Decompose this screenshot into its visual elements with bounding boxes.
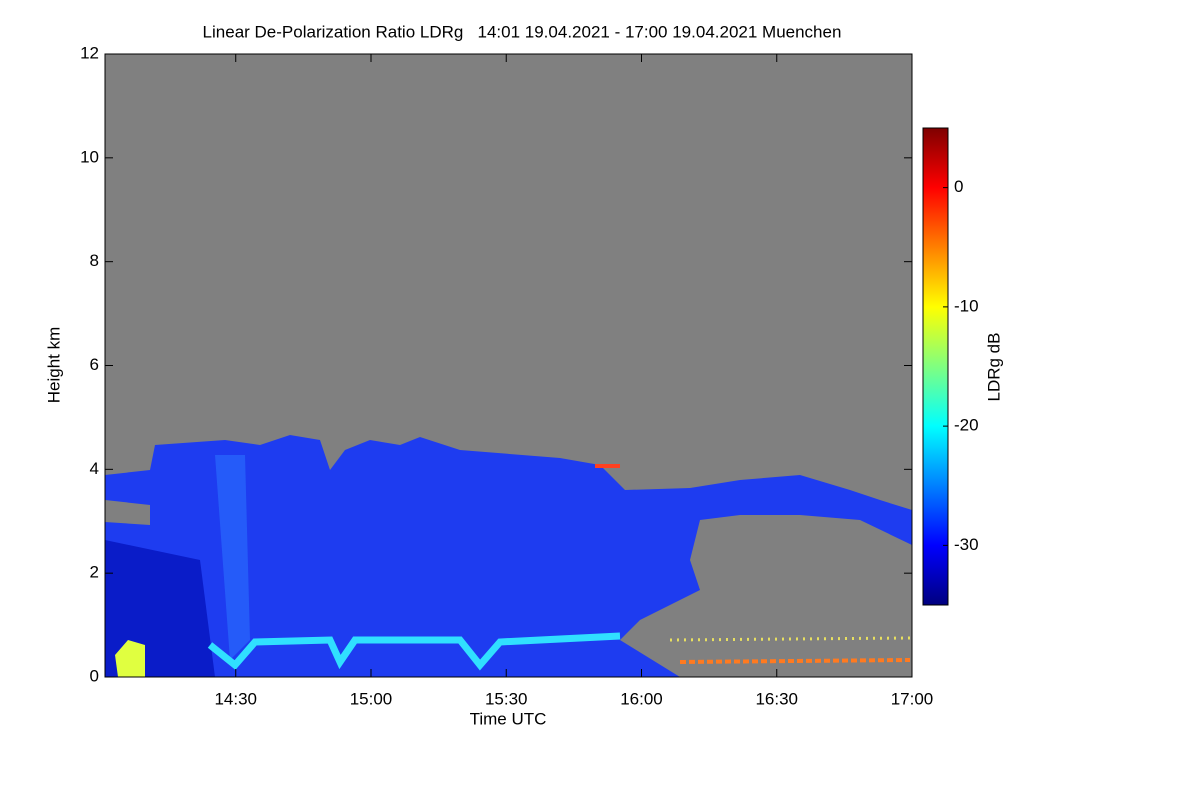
colorbar-label: LDRg dB xyxy=(984,333,1003,402)
x-tick-label: 16:00 xyxy=(620,689,663,708)
fall-streak xyxy=(215,455,250,660)
y-tick-label: 2 xyxy=(90,563,99,582)
gap xyxy=(105,500,150,525)
y-axis-label: Height km xyxy=(44,327,63,404)
colorbar-tick-label: -10 xyxy=(954,296,979,315)
boundary-layer xyxy=(207,632,621,671)
cloud-region xyxy=(105,435,912,677)
colorbar-tick-label: -30 xyxy=(954,535,979,554)
near-ground-speckle xyxy=(679,658,911,664)
x-axis-label: Time UTC xyxy=(470,709,547,728)
x-tick-label: 14:30 xyxy=(214,689,257,708)
y-tick-label: 4 xyxy=(90,459,99,478)
colorbar xyxy=(922,127,949,606)
radar-field xyxy=(105,435,912,677)
colorbar-tick-label: -20 xyxy=(954,416,979,435)
y-tick-label: 12 xyxy=(80,43,99,62)
y-tick-label: 10 xyxy=(80,147,99,166)
low-aerosol xyxy=(115,640,145,677)
y-tick-label: 8 xyxy=(90,251,99,270)
y-tick-label: 0 xyxy=(90,666,99,685)
y-tick-label: 6 xyxy=(90,355,99,374)
colorbar-tick-label: 0 xyxy=(954,177,963,196)
chart-title: Linear De-Polarization Ratio LDRg 14:01 … xyxy=(203,22,842,41)
x-tick-label: 15:30 xyxy=(485,689,528,708)
x-tick-label: 17:00 xyxy=(891,689,934,708)
near-ground-speckle xyxy=(669,636,911,642)
x-tick-label: 16:30 xyxy=(755,689,798,708)
x-tick-label: 15:00 xyxy=(350,689,393,708)
